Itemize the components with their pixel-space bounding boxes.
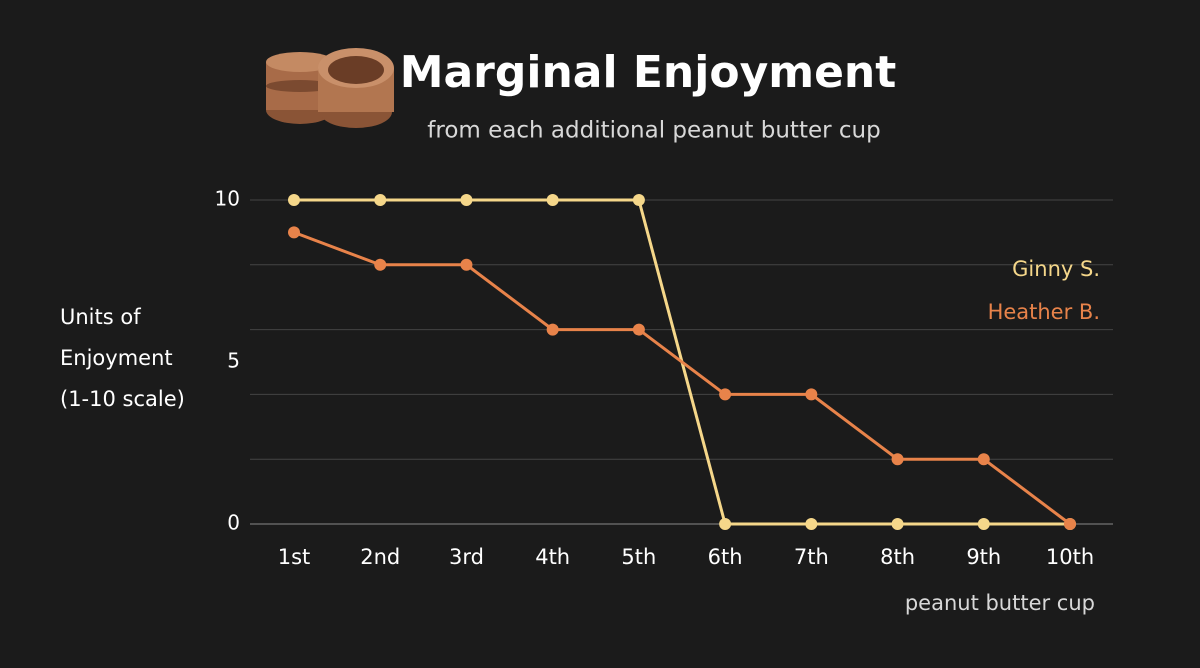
data-point xyxy=(374,194,387,206)
y-tick-label: 5 xyxy=(227,349,240,373)
data-point xyxy=(632,194,645,206)
y-axis-label: Units of xyxy=(60,305,141,329)
data-point xyxy=(977,518,990,530)
y-tick-label: 0 xyxy=(227,511,240,535)
legend-label: Heather B. xyxy=(988,300,1100,324)
chart-subtitle: from each additional peanut butter cup xyxy=(427,118,880,144)
data-point xyxy=(719,388,732,401)
data-point xyxy=(546,194,559,206)
x-tick-label: 7th xyxy=(794,545,829,569)
x-tick-label: 2nd xyxy=(360,545,400,569)
data-point xyxy=(805,518,818,530)
x-tick-label: 8th xyxy=(880,545,915,569)
series-line xyxy=(293,230,1071,526)
data-point xyxy=(546,323,559,336)
x-tick-label: 9th xyxy=(966,545,1001,569)
legend-label: Ginny S. xyxy=(1012,257,1100,281)
x-tick-label: 3rd xyxy=(449,545,484,569)
data-point xyxy=(1064,518,1076,530)
chart-title: Marginal Enjoyment xyxy=(400,47,897,98)
x-tick-label: 1st xyxy=(278,545,311,569)
data-point xyxy=(977,453,990,466)
data-point xyxy=(374,258,387,271)
data-point xyxy=(288,194,300,206)
data-point xyxy=(632,323,645,336)
y-axis-label: (1-10 scale) xyxy=(60,387,185,411)
data-point xyxy=(805,388,818,401)
x-tick-label: 4th xyxy=(535,545,570,569)
data-point xyxy=(719,518,732,530)
y-tick-label: 10 xyxy=(215,187,240,211)
data-point xyxy=(460,258,473,271)
data-point xyxy=(891,518,904,530)
x-axis-label: peanut butter cup xyxy=(905,591,1095,615)
x-tick-label: 5th xyxy=(621,545,656,569)
data-point xyxy=(891,453,904,466)
x-tick-label: 10th xyxy=(1046,545,1094,569)
x-tick-label: 6th xyxy=(708,545,743,569)
cup-illustration xyxy=(266,48,394,128)
y-axis-label: Enjoyment xyxy=(60,346,173,370)
data-point xyxy=(288,226,300,239)
data-point xyxy=(460,194,473,206)
